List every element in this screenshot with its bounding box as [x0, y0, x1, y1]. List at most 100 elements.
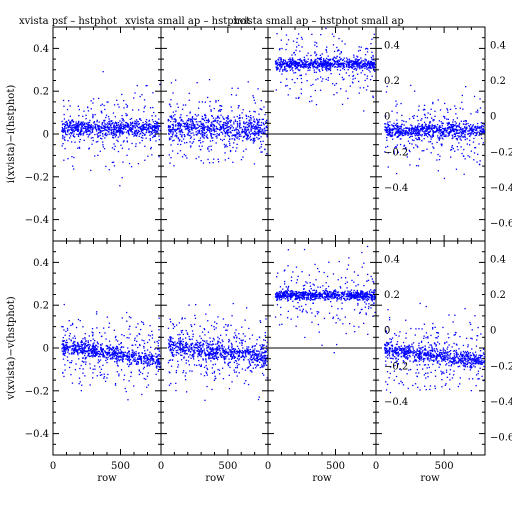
data-point [420, 119, 422, 121]
data-point [222, 127, 225, 129]
data-point [78, 383, 80, 385]
data-point [64, 352, 66, 354]
data-point [136, 335, 138, 337]
data-point [176, 135, 178, 137]
data-point [109, 358, 111, 360]
data-point [230, 119, 232, 121]
data-point [64, 127, 66, 129]
data-point [463, 131, 465, 133]
data-point [462, 136, 464, 138]
data-point [469, 139, 471, 142]
data-point [472, 132, 474, 134]
data-point [89, 363, 91, 365]
data-point [146, 124, 148, 127]
data-point [128, 350, 130, 353]
data-point [220, 120, 222, 123]
data-point [280, 59, 282, 61]
data-point [106, 127, 109, 129]
data-point [431, 143, 433, 145]
data-point [423, 150, 425, 152]
data-point [136, 125, 138, 127]
data-point [131, 351, 133, 354]
data-point [145, 126, 147, 128]
data-point [179, 127, 182, 129]
data-point [453, 129, 455, 132]
data-point [113, 329, 115, 331]
data-point [138, 130, 140, 133]
data-point [222, 116, 224, 118]
data-point [128, 148, 130, 150]
data-point [414, 125, 416, 127]
data-point [195, 118, 197, 120]
data-point [150, 357, 152, 359]
data-point [406, 127, 409, 129]
data-point [193, 126, 195, 128]
data-point [104, 123, 106, 125]
data-point [79, 138, 81, 141]
data-point [326, 66, 328, 68]
data-point [143, 126, 145, 128]
data-point [306, 61, 308, 63]
data-point [371, 61, 374, 64]
data-point [313, 69, 315, 71]
data-point [158, 359, 160, 361]
data-point [117, 355, 119, 357]
data-point [66, 122, 68, 124]
data-point [260, 151, 262, 153]
data-point [95, 313, 98, 315]
data-point [137, 362, 140, 364]
data-point [137, 120, 139, 123]
data-point [204, 132, 206, 134]
data-point [466, 138, 468, 140]
data-point [106, 361, 108, 364]
data-point [424, 132, 426, 134]
data-point [289, 88, 291, 90]
data-point [172, 131, 174, 133]
data-point [333, 59, 335, 62]
data-point [80, 121, 82, 123]
data-point [97, 125, 99, 127]
data-point [61, 130, 63, 132]
data-point [365, 60, 367, 62]
data-point [236, 137, 238, 139]
data-point [135, 133, 137, 135]
data-point [431, 117, 433, 119]
data-point [213, 131, 216, 133]
data-point [395, 124, 397, 126]
data-point [134, 134, 136, 136]
data-point [84, 346, 86, 348]
data-point [246, 134, 248, 137]
data-point [325, 27, 327, 30]
data-point [348, 62, 350, 65]
data-point [227, 362, 230, 365]
data-point [123, 107, 125, 109]
data-point [310, 54, 312, 57]
data-point [84, 122, 86, 124]
data-point [331, 62, 333, 65]
data-point [334, 65, 337, 68]
data-point [105, 338, 107, 340]
data-point [461, 133, 463, 135]
data-point [213, 339, 215, 341]
data-point [370, 62, 372, 64]
data-point [73, 156, 75, 159]
data-point [261, 109, 263, 111]
data-point [196, 121, 198, 123]
data-point [92, 372, 94, 374]
data-point [465, 129, 467, 131]
data-point [415, 133, 418, 135]
data-point [425, 128, 427, 130]
data-point [77, 342, 79, 344]
data-point [207, 343, 209, 345]
data-point [171, 129, 174, 131]
data-point [252, 95, 254, 97]
data-point [416, 145, 418, 147]
data-point [297, 61, 299, 64]
data-point [324, 60, 326, 62]
data-point [471, 127, 473, 129]
data-point [421, 150, 423, 152]
data-point [170, 128, 172, 131]
data-point [364, 67, 366, 69]
data-point [219, 110, 221, 112]
data-point [79, 349, 81, 352]
